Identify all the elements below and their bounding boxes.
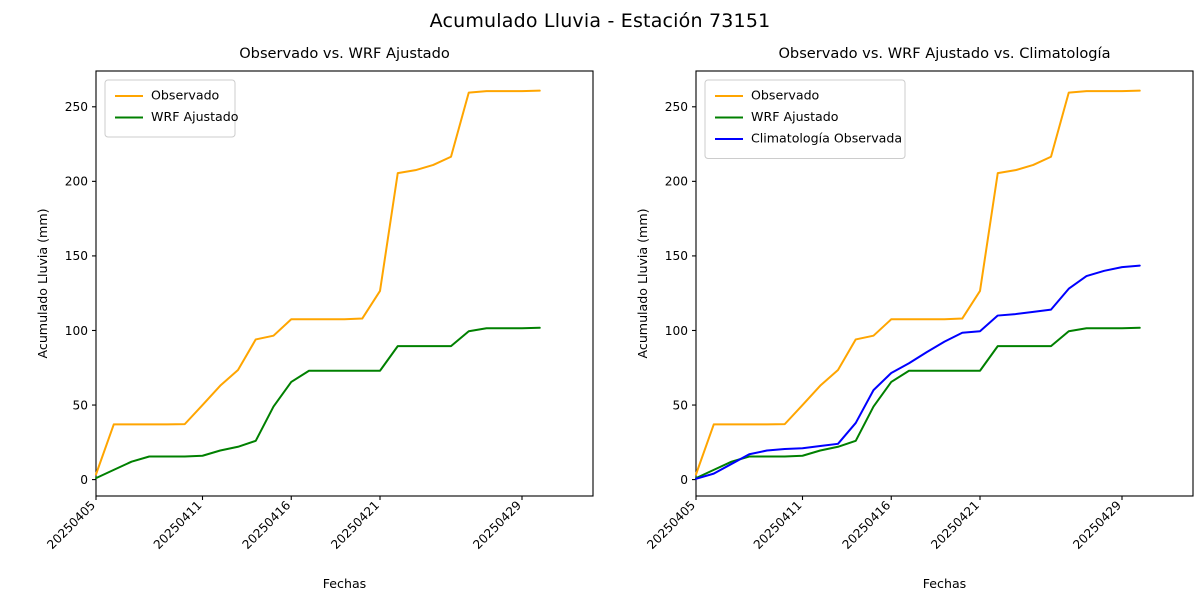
y-tick-label: 150 — [665, 249, 688, 263]
series-line-observado — [695, 89, 1141, 476]
y-tick-label: 250 — [65, 100, 88, 114]
series-line-wrf-ajustado — [95, 326, 541, 480]
legend-right: Observado WRF Ajustado Climatología Observ… — [704, 79, 906, 159]
y-tick-label: 200 — [665, 175, 688, 189]
subplot-title-left: Observado vs. WRF Ajustado — [239, 45, 450, 62]
legend-label-observado: Observado — [751, 88, 820, 103]
y-tick-label: 100 — [65, 324, 88, 338]
x-tick-label: 20250411 — [151, 498, 205, 552]
series-line-wrf-ajustado — [695, 326, 1141, 480]
x-axis-label-left: Fechas — [323, 576, 367, 591]
x-tick-label: 20250405 — [44, 498, 98, 552]
legend-background — [704, 79, 906, 159]
series-line-climatolog-a-observada — [695, 264, 1141, 480]
x-tick-label: 20250411 — [751, 498, 805, 552]
y-tick-label: 250 — [665, 100, 688, 114]
legend-label-wrf-ajustado: WRF Ajustado — [751, 109, 839, 124]
legend-label-wrf-ajustado: WRF Ajustado — [151, 109, 239, 124]
legend-label-observado: Observado — [151, 88, 220, 103]
y-tick-label: 150 — [65, 249, 88, 263]
chart-panel-right: Observado vs. WRF Ajustado vs. Climatolo… — [600, 0, 1200, 600]
chart-svg-right: Observado vs. WRF Ajustado vs. Climatolo… — [635, 45, 1194, 591]
x-tick-label: 20250405 — [644, 498, 698, 552]
legend-left: Observado WRF Ajustado — [104, 79, 239, 138]
axes-frame-left — [95, 70, 594, 497]
figure-suptitle: Acumulado Lluvia - Estación 73151 — [429, 10, 771, 32]
y-tick-label: 0 — [80, 473, 88, 487]
x-tick-label: 20250421 — [928, 498, 982, 552]
y-tick-label: 100 — [665, 324, 688, 338]
legend-label-climatolog-a-observada: Climatología Observada — [751, 131, 902, 146]
x-tick-label: 20250421 — [328, 498, 382, 552]
x-tick-label: 20250429 — [1070, 498, 1124, 552]
y-tick-label: 50 — [672, 398, 688, 412]
series-line-observado — [95, 89, 541, 476]
legend-background — [104, 79, 236, 138]
chart-svg-left: Observado vs. WRF Ajustado 0 50 100 150 200 25… — [35, 45, 594, 591]
y-tick-label: 50 — [72, 398, 88, 412]
chart-panel-left: Observado vs. WRF Ajustado 0 50 100 150 200 25… — [35, 45, 594, 591]
x-tick-label: 20250416 — [840, 498, 894, 552]
y-axis-label-left: Acumulado Lluvia (mm) — [35, 209, 50, 359]
axes-frame-right — [695, 70, 1194, 497]
y-axis-label-right: Acumulado Lluvia (mm) — [635, 209, 650, 359]
x-tick-label: 20250416 — [240, 498, 294, 552]
x-axis-label-right: Fechas — [923, 576, 967, 591]
y-tick-label: 200 — [65, 175, 88, 189]
x-tick-label: 20250429 — [470, 498, 524, 552]
y-tick-label: 0 — [680, 473, 688, 487]
subplot-title-right: Observado vs. WRF Ajustado vs. Climatolo… — [778, 45, 1110, 62]
